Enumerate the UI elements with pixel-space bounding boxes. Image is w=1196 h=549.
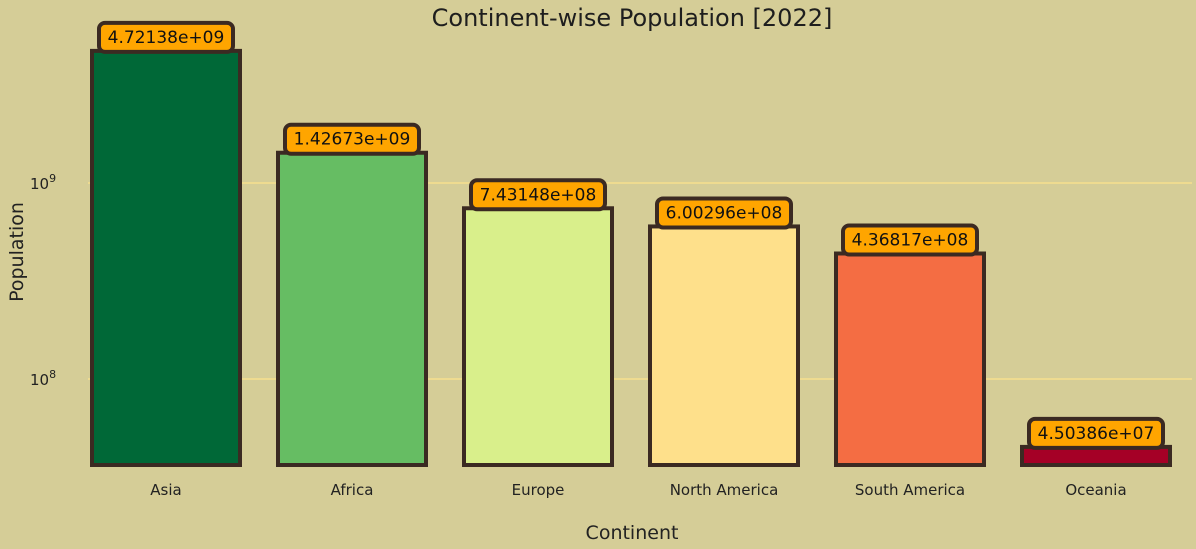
chart-title: Continent-wise Population [2022] — [432, 4, 833, 32]
x-tick-label: Africa — [331, 481, 374, 499]
data-label-box — [841, 223, 979, 257]
data-label: 4.50386e+07 — [1038, 424, 1155, 444]
bar-south-america — [834, 251, 986, 467]
x-tick-label: Europe — [512, 481, 565, 499]
bar-europe — [462, 206, 614, 468]
data-label: 1.42673e+09 — [294, 130, 411, 150]
bar-asia — [90, 48, 242, 468]
x-ticks: Asia Africa Europe North America South Ameri… — [150, 481, 1126, 499]
bar-north-america — [648, 224, 800, 467]
data-label: 6.00296e+08 — [666, 203, 783, 223]
bars — [90, 48, 1172, 468]
bar-africa — [276, 150, 428, 467]
grid-lines — [88, 182, 1192, 380]
x-tick-label: Oceania — [1065, 481, 1126, 499]
data-label: 4.72138e+09 — [108, 28, 225, 48]
y-tick-label: 108 — [30, 368, 56, 389]
data-labels: 4.72138e+09 1.42673e+09 7.43148e+08 6.00296… — [97, 20, 1165, 450]
y-ticks: 109 108 — [30, 172, 56, 389]
data-label-box — [97, 20, 235, 54]
data-label: 4.36817e+08 — [852, 231, 969, 251]
data-label-box — [469, 178, 607, 212]
x-tick-label: Asia — [150, 481, 181, 499]
data-label-box — [1027, 416, 1165, 450]
data-label-box — [283, 122, 421, 156]
y-axis-label: Population — [6, 202, 28, 302]
x-tick-label: South America — [855, 481, 965, 499]
data-label: 7.43148e+08 — [480, 185, 597, 205]
data-label-box — [655, 196, 793, 230]
y-tick-label: 109 — [30, 172, 56, 193]
x-axis-label: Continent — [586, 522, 679, 544]
x-tick-label: North America — [670, 481, 779, 499]
